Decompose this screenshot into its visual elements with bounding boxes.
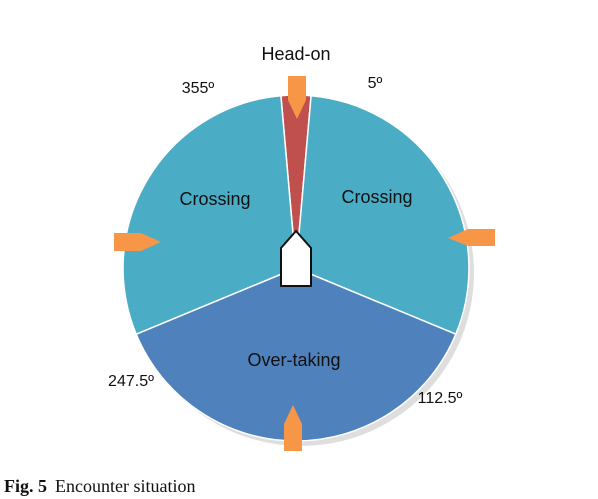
label-head-on: Head-on [261, 44, 330, 64]
figure-caption-text: Encounter situation [55, 476, 196, 496]
label-crossing-left: Crossing [179, 189, 250, 209]
sector-crossing-right [295, 94, 470, 336]
arrow-down-icon [288, 76, 306, 119]
angle-label-5: 5º [368, 75, 383, 92]
arrow-left-icon [448, 229, 495, 246]
label-crossing-right: Crossing [341, 187, 412, 207]
arrow-right-icon [114, 233, 161, 251]
figure-number: Fig. 5 [4, 476, 47, 496]
encounter-diagram: Head-on Crossing Over-taking Crossing 35… [108, 44, 495, 451]
figure-caption: Fig. 5 Encounter situation [4, 476, 195, 497]
label-overtaking: Over-taking [247, 350, 340, 370]
sector-group [122, 94, 470, 442]
angle-label-355: 355º [182, 80, 215, 97]
angle-label-112-5: 112.5º [418, 390, 463, 407]
arrow-up-icon [284, 405, 302, 451]
angle-label-247-5: 247.5º [108, 373, 154, 390]
own-ship-icon [280, 229, 312, 287]
sector-crossing-left [122, 94, 297, 336]
